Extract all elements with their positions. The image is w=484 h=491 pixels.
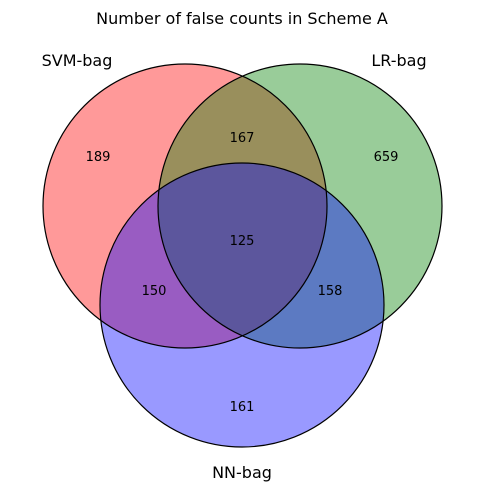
nn-bag-outline	[99, 162, 385, 448]
lr-nn-count: 158	[318, 284, 343, 299]
nn-bag-circle	[100, 163, 384, 447]
lr-bag-outline	[157, 63, 443, 349]
lr-bag-circle	[158, 64, 442, 348]
svm-bag-circle	[43, 64, 327, 348]
lr-only-count: 659	[374, 150, 399, 165]
nn-only-count: 161	[230, 400, 255, 415]
circle-outlines	[42, 63, 443, 448]
svm-only-count: 189	[86, 150, 111, 165]
circle-fills	[43, 64, 442, 447]
lr-bag-label: LR-bag	[371, 51, 426, 70]
all-three-count: 125	[230, 234, 255, 249]
svm-bag-label: SVM-bag	[42, 51, 113, 70]
svm-bag-outline	[42, 63, 328, 349]
svm-lr-count: 167	[230, 131, 255, 146]
nn-bag-label: NN-bag	[212, 463, 272, 482]
diagram-title: Number of false counts in Scheme A	[96, 9, 388, 28]
svm-nn-count: 150	[142, 284, 167, 299]
